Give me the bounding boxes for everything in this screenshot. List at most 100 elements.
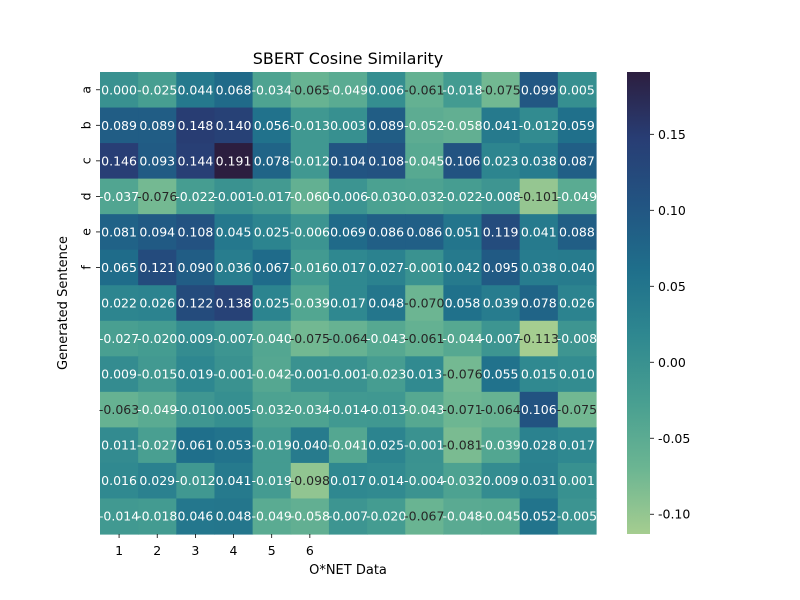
cell-value-label: -0.075 (557, 402, 597, 417)
heatmap-cell (519, 72, 559, 109)
heatmap-cell (443, 214, 483, 251)
x-axis-ticks: 1 2 3 4 5 6 (115, 534, 314, 558)
heatmap-cell (252, 356, 292, 393)
cell-value-label: -0.008 (557, 331, 597, 346)
heatmap-cell (290, 143, 330, 180)
heatmap-cell (100, 391, 139, 428)
cell-value-label: 0.031 (521, 473, 557, 488)
cell-value-label: 0.138 (216, 296, 252, 311)
cell-value-label: -0.001 (404, 260, 444, 275)
heatmap-cell (443, 427, 483, 464)
cell-value-label: 0.015 (521, 367, 557, 382)
cell-value-label: 0.010 (559, 367, 595, 382)
heatmap-cell (290, 107, 330, 144)
heatmap-cell (519, 427, 559, 464)
cell-value-label: -0.067 (404, 509, 444, 524)
heatmap-cell (214, 214, 254, 251)
cell-value-label: -0.041 (328, 438, 368, 453)
cell-value-label: 0.011 (101, 438, 137, 453)
cell-value-label: 0.089 (101, 118, 137, 133)
cell-value-label: -0.010 (175, 402, 215, 417)
heatmap-cell (290, 462, 330, 500)
heatmap-cell (557, 427, 597, 464)
cell-value-label: 0.146 (101, 153, 137, 168)
cell-value-label: -0.045 (480, 509, 520, 524)
heatmap-cell (138, 285, 177, 322)
cell-value-label: 0.065 (101, 260, 137, 275)
chart-title: SBERT Cosine Similarity (253, 49, 444, 68)
heatmap-cell (405, 427, 444, 464)
heatmap-cell (557, 214, 597, 251)
heatmap-cell (367, 214, 406, 251)
heatmap-cell (443, 107, 483, 144)
heatmap-cell (214, 356, 254, 393)
heatmap-cell (519, 107, 559, 144)
heatmap-cell (367, 356, 406, 393)
y-tick-label: e (79, 228, 94, 236)
cell-value-label: -0.001 (213, 189, 253, 204)
heatmap-cell (367, 462, 406, 500)
cell-value-label: -0.014 (328, 402, 368, 417)
heatmap-cell (481, 391, 521, 428)
heatmap-cell (100, 107, 139, 144)
heatmap-cell (557, 320, 597, 357)
heatmap-cell (214, 72, 254, 109)
cell-value-label: -0.045 (404, 153, 444, 168)
heatmap-cell (405, 498, 444, 535)
heatmap-cell (557, 391, 597, 428)
cell-value-label: 0.087 (559, 153, 595, 168)
heatmap-cell (519, 285, 559, 322)
heatmap-cell (100, 462, 139, 500)
cell-value-label: 0.108 (368, 153, 404, 168)
heatmap-cell (176, 356, 216, 393)
cell-value-label: -0.006 (290, 224, 330, 239)
cell-value-label: 0.095 (483, 260, 519, 275)
heatmap-cell (443, 285, 483, 322)
cell-value-label: 0.036 (216, 260, 252, 275)
colorbar-tick-label: -0.05 (658, 431, 690, 446)
cell-value-label: 0.052 (521, 509, 557, 524)
cell-value-label: 0.026 (559, 296, 595, 311)
heatmap-cell (176, 178, 216, 215)
cell-value-label: -0.004 (404, 473, 444, 488)
cell-value-label: 0.042 (445, 260, 481, 275)
heatmap-cell (557, 107, 597, 144)
cell-value-label: 0.061 (177, 438, 213, 453)
heatmap-cell (481, 249, 521, 286)
heatmap-cell (138, 427, 177, 464)
x-axis-label: O*NET Data (309, 563, 387, 578)
heatmap-cell (252, 427, 292, 464)
cell-value-label: 0.069 (330, 224, 366, 239)
heatmap-cell (328, 249, 368, 286)
cell-value-label: -0.037 (99, 189, 139, 204)
cell-value-label: -0.032 (442, 473, 482, 488)
cell-value-label: 0.104 (330, 153, 366, 168)
heatmap-cell (519, 143, 559, 180)
heatmap-cell (481, 427, 521, 464)
cell-value-label: -0.049 (328, 82, 368, 97)
heatmap-cell (405, 107, 444, 144)
heatmap-cell (405, 214, 444, 251)
y-tick-label: d (79, 192, 94, 200)
heatmap-cell (481, 356, 521, 393)
cell-value-label: 0.140 (216, 118, 252, 133)
cell-value-label: -0.020 (137, 331, 177, 346)
heatmap-cell (214, 498, 254, 535)
heatmap-cell (367, 427, 406, 464)
cell-value-label: 0.086 (368, 224, 404, 239)
heatmap-cell (328, 285, 368, 322)
heatmap-cell (290, 285, 330, 322)
heatmap-cell (176, 72, 216, 109)
heatmap-cell (214, 178, 254, 215)
heatmap-cell (481, 107, 521, 144)
cell-value-label: -0.058 (442, 118, 482, 133)
cell-value-label: 0.013 (406, 367, 442, 382)
x-tick-label: 1 (115, 543, 123, 558)
heatmap-cell (519, 214, 559, 251)
x-tick-label: 4 (230, 543, 238, 558)
heatmap-cell (176, 391, 216, 428)
cell-value-label: 0.148 (177, 118, 213, 133)
heatmap-cell (443, 462, 483, 500)
heatmap-cell (214, 462, 254, 500)
y-tick-label: a (79, 86, 94, 94)
